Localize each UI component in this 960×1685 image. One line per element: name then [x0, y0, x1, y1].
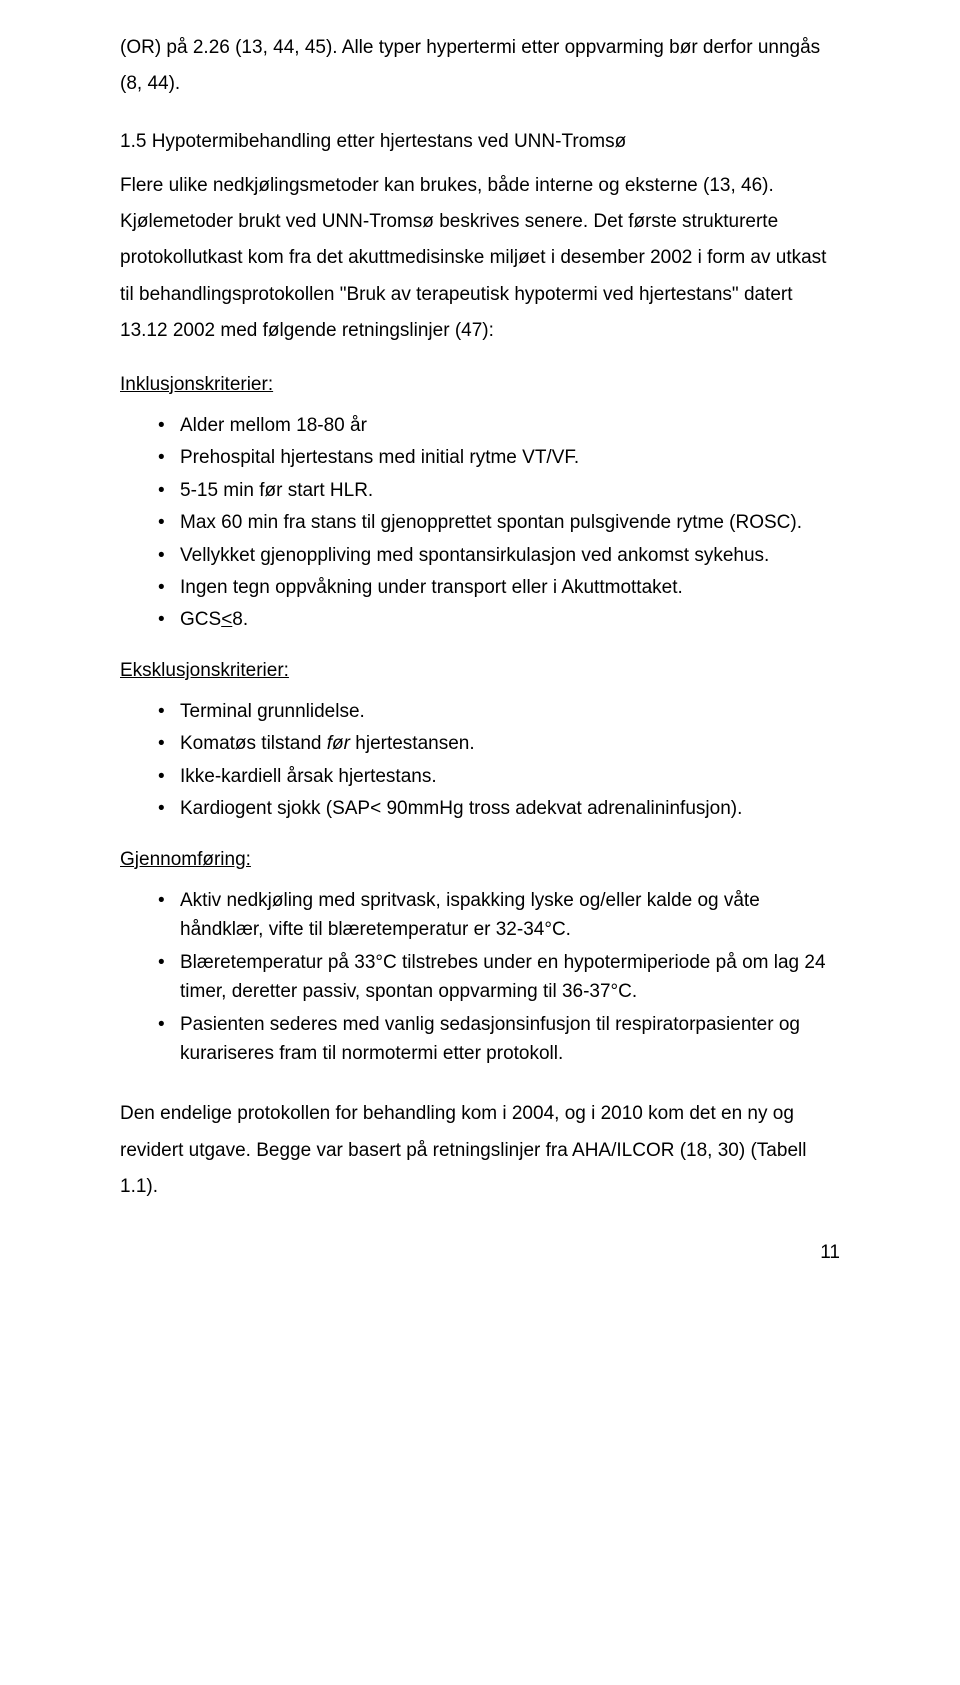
- page-number: 11: [120, 1235, 840, 1271]
- paragraph-closing: Den endelige protokollen for behandling …: [120, 1096, 840, 1204]
- list-item: GCS<8.: [120, 605, 840, 634]
- list-item: Vellykket gjenoppliving med spontansirku…: [120, 541, 840, 570]
- document-page: (OR) på 2.26 (13, 44, 45). Alle typer hy…: [0, 0, 960, 1301]
- section-heading: 1.5 Hypotermibehandling etter hjertestan…: [120, 124, 840, 160]
- list-item: Ikke-kardiell årsak hjertestans.: [120, 762, 840, 791]
- list-item: Max 60 min fra stans til gjenopprettet s…: [120, 508, 840, 537]
- list-item-text: Komatøs tilstand: [180, 733, 327, 754]
- list-item: Terminal grunnlidelse.: [120, 697, 840, 726]
- list-item-text: GCS<8.: [180, 609, 248, 630]
- list-item: Aktiv nedkjøling med spritvask, ispakkin…: [120, 886, 840, 945]
- paragraph-intro: (OR) på 2.26 (13, 44, 45). Alle typer hy…: [120, 30, 840, 102]
- list-item: Blæretemperatur på 33°C tilstrebes under…: [120, 948, 840, 1007]
- inclusion-list: Alder mellom 18-80 år Prehospital hjerte…: [120, 411, 840, 635]
- list-item-text: hjertestansen.: [350, 733, 475, 754]
- list-item: Komatøs tilstand før hjertestansen.: [120, 729, 840, 758]
- inclusion-label: Inklusjonskriterier:: [120, 367, 840, 403]
- execution-list: Aktiv nedkjøling med spritvask, ispakkin…: [120, 886, 840, 1069]
- list-item: Pasienten sederes med vanlig sedasjonsin…: [120, 1010, 840, 1069]
- list-item: Kardiogent sjokk (SAP< 90mmHg tross adek…: [120, 794, 840, 823]
- list-item: Prehospital hjertestans med initial rytm…: [120, 443, 840, 472]
- list-item: Alder mellom 18-80 år: [120, 411, 840, 440]
- italic-text: før: [327, 733, 350, 754]
- execution-label: Gjennomføring:: [120, 842, 840, 878]
- list-item: 5-15 min før start HLR.: [120, 476, 840, 505]
- paragraph-body: Flere ulike nedkjølingsmetoder kan bruke…: [120, 168, 840, 348]
- exclusion-list: Terminal grunnlidelse. Komatøs tilstand …: [120, 697, 840, 824]
- list-item: Ingen tegn oppvåkning under transport el…: [120, 573, 840, 602]
- exclusion-label: Eksklusjonskriterier:: [120, 653, 840, 689]
